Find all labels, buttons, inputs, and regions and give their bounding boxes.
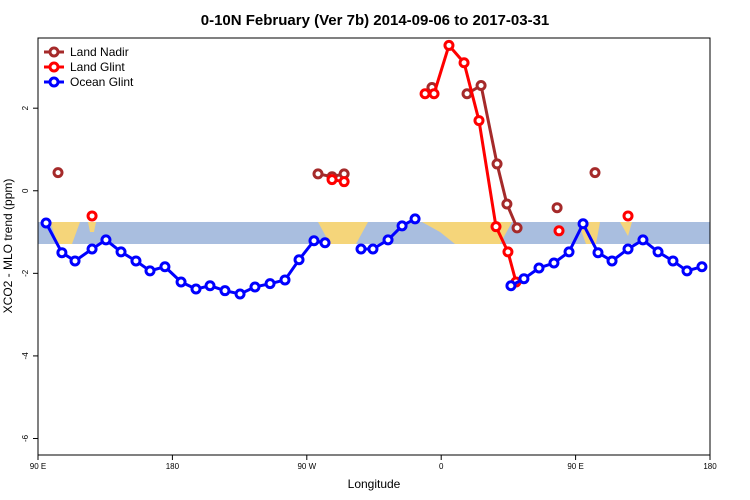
point xyxy=(548,257,560,269)
y-tick-label: -2 xyxy=(21,269,30,277)
point xyxy=(52,167,64,179)
point xyxy=(667,255,679,267)
point xyxy=(86,210,98,222)
point xyxy=(473,115,485,127)
point xyxy=(204,280,216,292)
chart-title: 0-10N February (Ver 7b) 2014-09-06 to 20… xyxy=(201,12,550,29)
point xyxy=(382,234,394,246)
point xyxy=(551,202,563,214)
point xyxy=(190,283,202,295)
point xyxy=(502,246,514,258)
point xyxy=(443,39,455,51)
point xyxy=(491,158,503,170)
y-axis-label: XCO2 - MLO trend (ppm) xyxy=(1,179,15,314)
x-axis-label: Longitude xyxy=(348,477,401,491)
x-tick-label: 180 xyxy=(703,462,717,471)
x-tick-label: 0 xyxy=(439,462,444,471)
point xyxy=(367,243,379,255)
point xyxy=(681,265,693,277)
point xyxy=(409,213,421,225)
point xyxy=(56,247,68,259)
point xyxy=(475,79,487,91)
point xyxy=(606,255,618,267)
point xyxy=(696,261,708,273)
map-band xyxy=(38,222,710,244)
point xyxy=(86,243,98,255)
ocean-band xyxy=(38,222,710,244)
x-tick-label: 180 xyxy=(166,462,180,471)
y-tick-label: 2 xyxy=(21,105,30,110)
land-patch xyxy=(422,222,512,244)
point xyxy=(458,57,470,69)
point xyxy=(511,222,523,234)
point xyxy=(355,243,367,255)
legend-marker xyxy=(48,76,60,88)
y-tick-label: -6 xyxy=(21,434,30,442)
point xyxy=(234,288,246,300)
point xyxy=(563,246,575,258)
point xyxy=(622,210,634,222)
point xyxy=(312,168,324,180)
legend-label: Ocean Glint xyxy=(70,75,134,89)
legend-label: Land Nadir xyxy=(70,45,129,59)
land-patch xyxy=(50,222,80,244)
land-patch xyxy=(318,222,368,244)
point xyxy=(69,255,81,267)
point xyxy=(264,278,276,290)
point xyxy=(592,247,604,259)
x-tick-label: 90 E xyxy=(30,462,46,471)
land-patch xyxy=(620,222,632,236)
point xyxy=(175,276,187,288)
point xyxy=(115,246,127,258)
point xyxy=(577,218,589,230)
point xyxy=(219,285,231,297)
point xyxy=(428,88,440,100)
point xyxy=(589,167,601,179)
x-tick-label: 90 E xyxy=(567,462,583,471)
point xyxy=(130,255,142,267)
point xyxy=(319,237,331,249)
x-tick-label: 90 W xyxy=(297,462,316,471)
land-patch xyxy=(88,222,96,232)
point xyxy=(40,217,52,229)
point xyxy=(308,235,320,247)
point xyxy=(279,274,291,286)
point xyxy=(338,176,350,188)
legend-marker xyxy=(48,46,60,58)
point xyxy=(396,220,408,232)
point xyxy=(533,262,545,274)
point xyxy=(490,221,502,233)
y-tick-label: -4 xyxy=(21,352,30,360)
point xyxy=(293,254,305,266)
plot-frame xyxy=(37,37,711,456)
point xyxy=(637,234,649,246)
point xyxy=(144,265,156,277)
legend-marker xyxy=(48,61,60,73)
point xyxy=(326,174,338,186)
point xyxy=(100,234,112,246)
point xyxy=(518,273,530,285)
legend-label: Land Glint xyxy=(70,60,125,74)
point xyxy=(501,198,513,210)
point xyxy=(652,246,664,258)
point xyxy=(419,88,431,100)
point xyxy=(159,261,171,273)
y-tick-label: 0 xyxy=(21,188,30,193)
point xyxy=(249,281,261,293)
point xyxy=(622,243,634,255)
point xyxy=(553,225,565,237)
point xyxy=(505,280,517,292)
